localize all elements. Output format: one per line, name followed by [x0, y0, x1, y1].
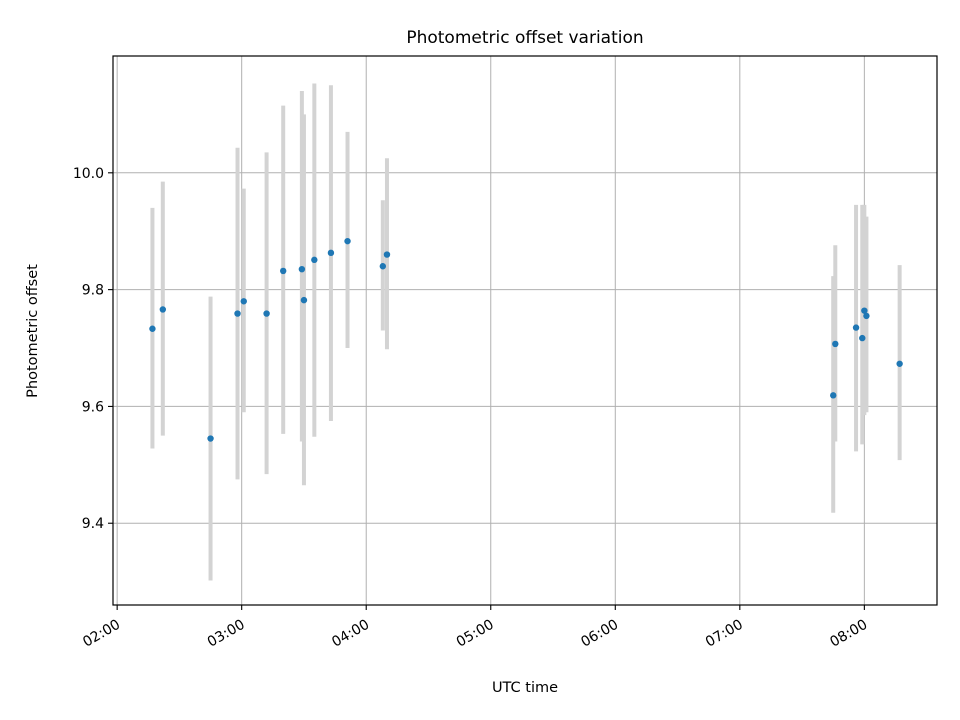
- x-tick-label: 08:00: [827, 617, 870, 651]
- x-axis-label: UTC time: [492, 680, 558, 696]
- data-point: [861, 307, 868, 314]
- data-point: [896, 360, 903, 367]
- data-point: [279, 267, 287, 275]
- x-tick-label: 03:00: [205, 617, 248, 651]
- x-tick-label: 07:00: [703, 617, 746, 651]
- y-tick-label: 9.6: [82, 399, 104, 415]
- data-point: [263, 310, 270, 317]
- data-point: [344, 237, 351, 245]
- data-point: [830, 392, 837, 399]
- x-tick-label: 06:00: [578, 617, 621, 651]
- x-tick-label: 05:00: [454, 617, 497, 651]
- data-point: [300, 296, 308, 304]
- y-tick-label: 9.8: [82, 283, 104, 299]
- y-tick-label: 9.4: [82, 516, 104, 532]
- data-point: [852, 324, 860, 331]
- data-point: [379, 263, 387, 270]
- data-point: [234, 310, 241, 317]
- data-point: [383, 251, 391, 258]
- data-point: [298, 265, 306, 273]
- y-axis-label: Photometric offset: [25, 264, 41, 398]
- data-point: [863, 312, 870, 320]
- chart-title: Photometric offset variation: [406, 28, 643, 48]
- data-point: [240, 298, 247, 305]
- data-point: [159, 306, 167, 313]
- x-axis-ticks: 02:00 03:00 04:00 05:00 06:00 07:00 08:00: [80, 605, 870, 651]
- data-point: [832, 340, 839, 348]
- plot-frame: [112, 55, 938, 606]
- data-point: [149, 325, 156, 332]
- y-tick-label: 10.0: [73, 166, 104, 182]
- x-tick-label: 02:00: [80, 617, 123, 651]
- x-tick-label: 04:00: [329, 617, 372, 651]
- grid-lines: [113, 56, 937, 605]
- data-point: [311, 256, 318, 264]
- data-point: [327, 249, 335, 257]
- data-point: [207, 435, 214, 442]
- error-bars: [150, 83, 902, 581]
- y-axis-ticks: 9.4 9.6 9.8 10.0: [73, 166, 113, 532]
- data-points: [149, 237, 903, 442]
- data-point: [859, 334, 866, 342]
